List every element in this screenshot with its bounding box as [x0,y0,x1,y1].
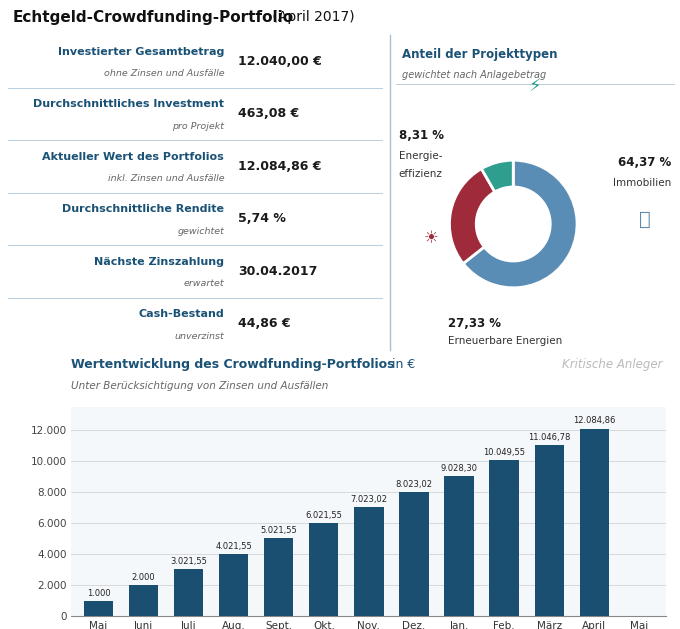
Text: Kritische Anleger: Kritische Anleger [562,357,663,370]
Text: Erneuerbare Energien: Erneuerbare Energien [448,335,562,345]
Text: 1.000: 1.000 [86,589,110,598]
Text: 30.04.2017: 30.04.2017 [238,265,318,278]
Text: 🏢: 🏢 [639,210,651,229]
Text: pro Projekt: pro Projekt [172,122,224,131]
Text: Investierter Gesamtbetrag: Investierter Gesamtbetrag [58,47,224,57]
Text: 64,37 %: 64,37 % [618,156,671,169]
Text: Immobilien: Immobilien [613,178,671,188]
Text: Durchschnittliches Investment: Durchschnittliches Investment [33,99,224,109]
Text: erwartet: erwartet [184,279,224,288]
Text: 463,08 €: 463,08 € [238,108,299,120]
Bar [490,460,519,616]
Text: Unter Berücksichtigung von Zinsen und Ausfällen: Unter Berücksichtigung von Zinsen und Au… [71,381,328,391]
Text: 6.021,55: 6.021,55 [305,511,342,520]
Bar [174,569,203,616]
Text: 8,31 %: 8,31 % [398,130,443,142]
Text: 5.021,55: 5.021,55 [260,526,297,535]
Text: ⚡: ⚡ [528,78,541,96]
Bar [534,445,564,616]
Wedge shape [449,169,495,264]
Text: 12.040,00 €: 12.040,00 € [238,55,322,68]
Wedge shape [481,160,513,192]
Text: 12.084,86 €: 12.084,86 € [238,160,322,173]
Text: gewichtet: gewichtet [177,227,224,236]
Text: Anteil der Projekttypen: Anteil der Projekttypen [402,48,557,60]
Text: Echtgeld-Crowdfunding-Portfolio: Echtgeld-Crowdfunding-Portfolio [12,10,293,25]
Bar [399,492,428,616]
Text: gewichtet nach Anlagebetrag: gewichtet nach Anlagebetrag [402,70,546,80]
Text: ☀: ☀ [423,229,438,247]
Bar [354,507,384,616]
Text: 8.023,02: 8.023,02 [396,480,432,489]
Text: 2.000: 2.000 [132,573,155,582]
Text: unverzinst: unverzinst [175,332,224,341]
Wedge shape [463,160,577,288]
Text: Aktueller Wert des Portfolios: Aktueller Wert des Portfolios [42,152,224,162]
Bar [579,428,609,616]
Text: 11.046,78: 11.046,78 [528,433,571,442]
Text: inkl. Zinsen und Ausfälle: inkl. Zinsen und Ausfälle [107,174,224,183]
Text: effizienz: effizienz [398,169,443,179]
Text: ohne Zinsen und Ausfälle: ohne Zinsen und Ausfälle [103,69,224,79]
Bar [309,523,339,616]
Text: 5,74 %: 5,74 % [238,212,286,225]
Text: 12.084,86: 12.084,86 [573,416,615,425]
Bar [219,554,248,616]
Text: 10.049,55: 10.049,55 [483,448,525,457]
Text: 7.023,02: 7.023,02 [350,495,388,504]
Text: Cash-Bestand: Cash-Bestand [139,309,224,320]
Text: 4.021,55: 4.021,55 [216,542,252,551]
Bar [129,586,158,616]
Text: (April 2017): (April 2017) [268,11,354,25]
Bar [445,476,474,616]
Bar [84,601,113,616]
Text: 9.028,30: 9.028,30 [441,464,477,473]
Text: 3.021,55: 3.021,55 [170,557,207,566]
Text: Energie-: Energie- [398,152,442,161]
Text: Wertentwicklung des Crowdfunding-Portfolios: Wertentwicklung des Crowdfunding-Portfol… [71,357,395,370]
Text: 27,33 %: 27,33 % [448,317,501,330]
Text: 44,86 €: 44,86 € [238,317,290,330]
Text: Nächste Zinszahlung: Nächste Zinszahlung [95,257,224,267]
Bar [264,538,293,616]
Text: in €: in € [388,357,415,370]
Text: Durchschnittliche Rendite: Durchschnittliche Rendite [63,204,224,214]
